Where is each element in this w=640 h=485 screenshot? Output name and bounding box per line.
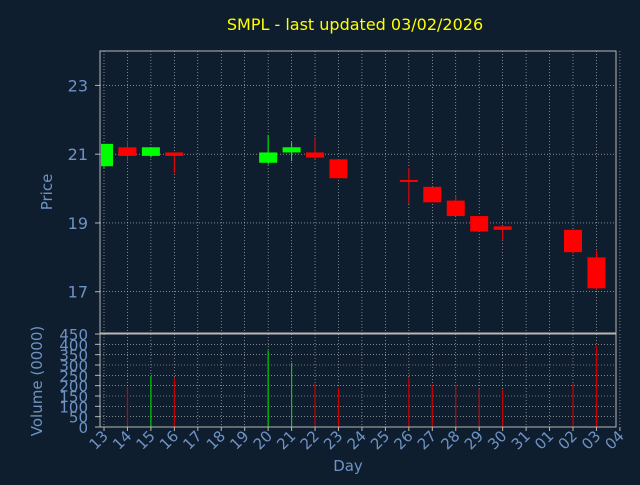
candle-body [564, 229, 582, 253]
candle [118, 140, 137, 162]
volume-tick-label: 350 [59, 347, 88, 365]
candle-body [587, 257, 606, 289]
price-tick-label: 21 [68, 145, 88, 164]
x-tick-label: 20 [250, 427, 276, 453]
candle-body [423, 186, 442, 203]
x-tick-label: 25 [367, 427, 393, 453]
x-tick-label: 23 [320, 427, 346, 453]
candle [259, 135, 278, 165]
chart-title: SMPL - last updated 03/02/2026 [227, 15, 483, 34]
volume-axis-label: Volume (0000) [28, 326, 46, 436]
x-axis-label: Day [333, 457, 363, 475]
candle-body [259, 152, 278, 163]
candle [141, 147, 160, 158]
x-tick-label: 27 [414, 427, 440, 453]
x-tick-label: 02 [555, 427, 581, 453]
candle-body [493, 226, 512, 230]
candle [399, 167, 418, 205]
candle [282, 142, 301, 162]
x-tick-label: 13 [86, 427, 112, 453]
candle-body [165, 152, 184, 156]
x-tick-label: 28 [437, 427, 463, 453]
x-axis-ticks: 1314151617181920212223242526272829303101… [86, 427, 628, 453]
x-tick-label: 19 [226, 427, 252, 453]
x-tick-label: 01 [531, 427, 557, 453]
candle [329, 159, 348, 179]
x-tick-label: 03 [578, 427, 604, 453]
volume-bars [126, 345, 598, 427]
candle [101, 143, 113, 168]
x-tick-label: 31 [508, 427, 534, 453]
x-tick-label: 26 [390, 427, 416, 453]
candle [423, 186, 442, 203]
candle-body [306, 152, 325, 158]
x-tick-label: 24 [344, 427, 370, 453]
volume-tick-label: 50 [69, 409, 88, 427]
candle-body [446, 200, 465, 217]
candle [470, 216, 489, 232]
candle [165, 152, 184, 174]
x-tick-label: 21 [273, 427, 299, 453]
candle [446, 195, 465, 217]
x-tick-label: 04 [601, 427, 627, 453]
volume-plot-frame [99, 333, 617, 428]
x-tick-label: 18 [203, 427, 229, 453]
candle [587, 250, 606, 291]
x-tick-label: 16 [156, 427, 182, 453]
candle-body [399, 179, 418, 182]
candle [306, 136, 325, 160]
x-tick-label: 29 [461, 427, 487, 453]
candle-body [141, 147, 160, 156]
price-tick-label: 23 [68, 76, 88, 95]
candle-body [101, 143, 113, 167]
x-tick-label: 30 [484, 427, 510, 453]
volume-tick-label: 200 [59, 378, 88, 396]
x-tick-label: 14 [109, 427, 135, 453]
candle [564, 229, 582, 254]
x-tick-label: 22 [297, 427, 323, 453]
price-y-ticks: 17 19 21 23 [68, 76, 100, 302]
volume-tick-label: 400 [59, 336, 88, 354]
price-candles [101, 135, 606, 291]
volume-tick-label: 150 [59, 388, 88, 406]
x-tick-label: 15 [132, 427, 158, 453]
price-tick-label: 17 [68, 283, 88, 302]
candle-body [118, 147, 137, 156]
volume-tick-label: 0 [78, 419, 88, 437]
volume-tick-label: 250 [59, 367, 88, 385]
candle [493, 226, 512, 241]
x-tick-label: 17 [179, 427, 205, 453]
price-axis-label: Price [38, 174, 56, 211]
volume-tick-label: 100 [59, 398, 88, 416]
price-tick-label: 19 [68, 214, 88, 233]
price-grid [100, 51, 621, 333]
candle-body [470, 216, 489, 232]
candle-body [282, 147, 301, 153]
volume-tick-label: 450 [59, 326, 88, 344]
candle-body [329, 159, 348, 179]
volume-grid [100, 333, 621, 428]
volume-tick-label: 300 [59, 357, 88, 375]
price-plot-frame [99, 50, 617, 334]
